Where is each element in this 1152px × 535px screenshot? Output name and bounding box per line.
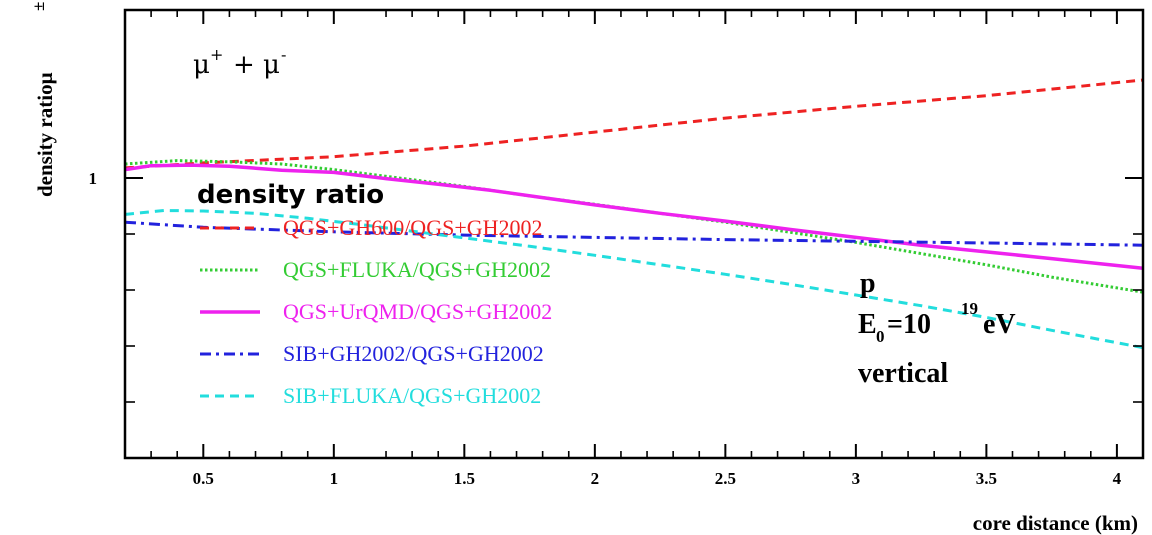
y-tick-label: 1 [89,169,98,188]
series-line-4 [124,220,1144,247]
x-axis-label: core distance (km) [973,511,1138,535]
legend-title: density ratio [197,180,384,210]
energy-annotation: E 0 =10 19 eV [858,299,1016,346]
y-axis-symbol-sup: ± [29,2,48,11]
svg-text:density ratioμ: density ratioμ [33,72,57,197]
mu-minus-symbol: μ [263,50,280,80]
x-tick-label: 3 [852,469,861,488]
y-axis-symbol: μ [33,72,57,84]
legend-label: QGS+UrQMD/QGS+GH2002 [283,299,552,324]
mu-minus-sup: - [281,45,286,64]
direction-label: vertical [858,358,948,389]
x-tick-label: 1.5 [454,469,475,488]
x-tick-label: 2 [591,469,600,488]
energy-sub: 0 [876,327,885,346]
energy-eq: =10 [887,309,931,340]
legend-label: QGS+FLUKA/QGS+GH2002 [283,257,551,282]
primary-particle-label: p [860,268,876,299]
energy-unit: eV [983,309,1016,340]
y-axis-title: density ratioμ ± [29,2,57,197]
series-line-5 [124,209,1144,350]
energy-symbol: E [858,309,877,340]
x-tick-label: 4 [1113,469,1122,488]
legend: QGS+GH600/QGS+GH2002 QGS+FLUKA/QGS+GH2002… [200,215,552,408]
mu-plus-sup: + [210,45,223,64]
energy-exponent: 19 [961,299,978,318]
series-line-3 [124,163,1144,270]
x-tick-label: 3.5 [976,469,997,488]
y-axis-ticks: 1 [89,169,1143,403]
x-axis-ticks: 0.5 1 1.5 2 2.5 3 3.5 4 [150,10,1144,488]
x-tick-label: 0.5 [193,469,214,488]
series-line-1 [124,78,1144,170]
plus-sign: + [233,50,255,80]
legend-label: SIB+GH2002/QGS+GH2002 [283,341,544,366]
x-tick-label: 1 [330,469,339,488]
x-tick-label: 2.5 [715,469,736,488]
legend-label: SIB+FLUKA/QGS+GH2002 [283,383,541,408]
series-layer [124,78,1144,350]
mu-plus-symbol: μ [193,50,210,80]
particle-annotation: μ + + μ - [193,45,286,80]
y-axis-label: density ratio [33,84,57,197]
svg-text:E: E [858,309,877,340]
legend-label: QGS+GH600/QGS+GH2002 [283,215,543,240]
